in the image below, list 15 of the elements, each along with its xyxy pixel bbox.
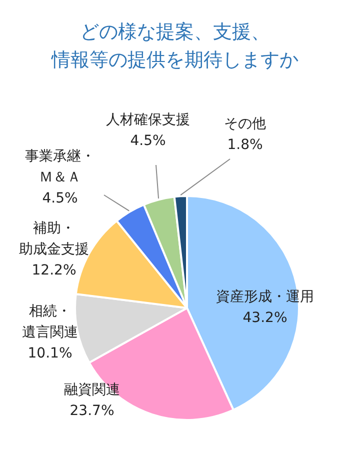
slice-label: 融資関連 (64, 382, 120, 398)
data-label: 23.7% (70, 403, 114, 420)
chart-title: どの様な提案、支援、情報等の提供を期待しますか (50, 20, 300, 73)
slice-label: 相続・遺言関連 (22, 304, 78, 341)
slice-label: 補助・助成金支援 (19, 220, 89, 258)
data-label: 4.5% (42, 190, 78, 207)
slice-label: 事業承継・Ｍ＆Ａ (25, 148, 95, 186)
slice-label: 資産形成・運用 (216, 289, 314, 306)
slice-label: その他 (224, 116, 266, 132)
data-label: 12.2% (32, 262, 76, 279)
data-label: 4.5% (130, 133, 166, 150)
data-label: 43.2% (242, 310, 288, 326)
data-label: 1.8% (227, 137, 263, 154)
data-label: 10.1% (28, 346, 72, 362)
slice-label: 人材確保支援 (106, 112, 190, 128)
